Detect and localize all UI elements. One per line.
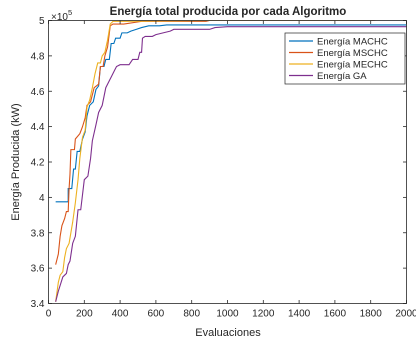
x-tick-label: 0 <box>46 309 52 320</box>
x-tick-label: 1600 <box>324 309 347 320</box>
x-tick-label: 1200 <box>252 309 275 320</box>
x-axis-label: Evaluaciones <box>195 327 261 339</box>
legend-label-1: Energía MSCHC <box>317 48 388 59</box>
y-tick-label: 4.2 <box>31 158 45 169</box>
y-tick-label: 4.8 <box>31 51 45 62</box>
y-tick-label: 3.4 <box>31 299 45 310</box>
x-tick-label: 400 <box>112 309 129 320</box>
y-exponent-label: ×105 <box>51 8 72 23</box>
y-tick-label: 3.8 <box>31 228 45 239</box>
legend-label-2: Energía MECHC <box>317 59 388 70</box>
y-tick-label: 4.6 <box>31 87 45 98</box>
y-tick-label: 4 <box>39 193 45 204</box>
chart-title: Energía total producida por cada Algorit… <box>110 6 347 18</box>
y-tick-label: 4.4 <box>31 122 45 133</box>
x-tick-label: 600 <box>148 309 165 320</box>
plot-area <box>55 20 407 302</box>
x-tick-label: 1400 <box>288 309 311 320</box>
series-line-0 <box>55 24 407 203</box>
y-tick-label: 3.6 <box>31 264 45 275</box>
legend-label-0: Energía MACHC <box>317 36 388 47</box>
y-axis: 3.4 3.6 3.8 4 4.2 4.4 4.6 4.8 5 <box>31 16 407 310</box>
legend-label-3: Energía GA <box>317 71 367 82</box>
series-line-3 <box>55 26 407 302</box>
x-tick-label: 2000 <box>395 309 416 320</box>
x-tick-label: 200 <box>76 309 93 320</box>
x-axis: 0 200 400 600 800 1000 1200 1400 1600 1800 2000 <box>46 20 416 320</box>
y-axis-label: Energía Producida (kW) <box>10 103 22 220</box>
y-tick-label: 5 <box>39 16 45 27</box>
x-tick-label: 1000 <box>216 309 239 320</box>
series-line-2 <box>55 20 374 302</box>
x-tick-label: 800 <box>183 309 200 320</box>
series-line-1 <box>55 20 377 265</box>
x-tick-label: 1800 <box>360 309 383 320</box>
